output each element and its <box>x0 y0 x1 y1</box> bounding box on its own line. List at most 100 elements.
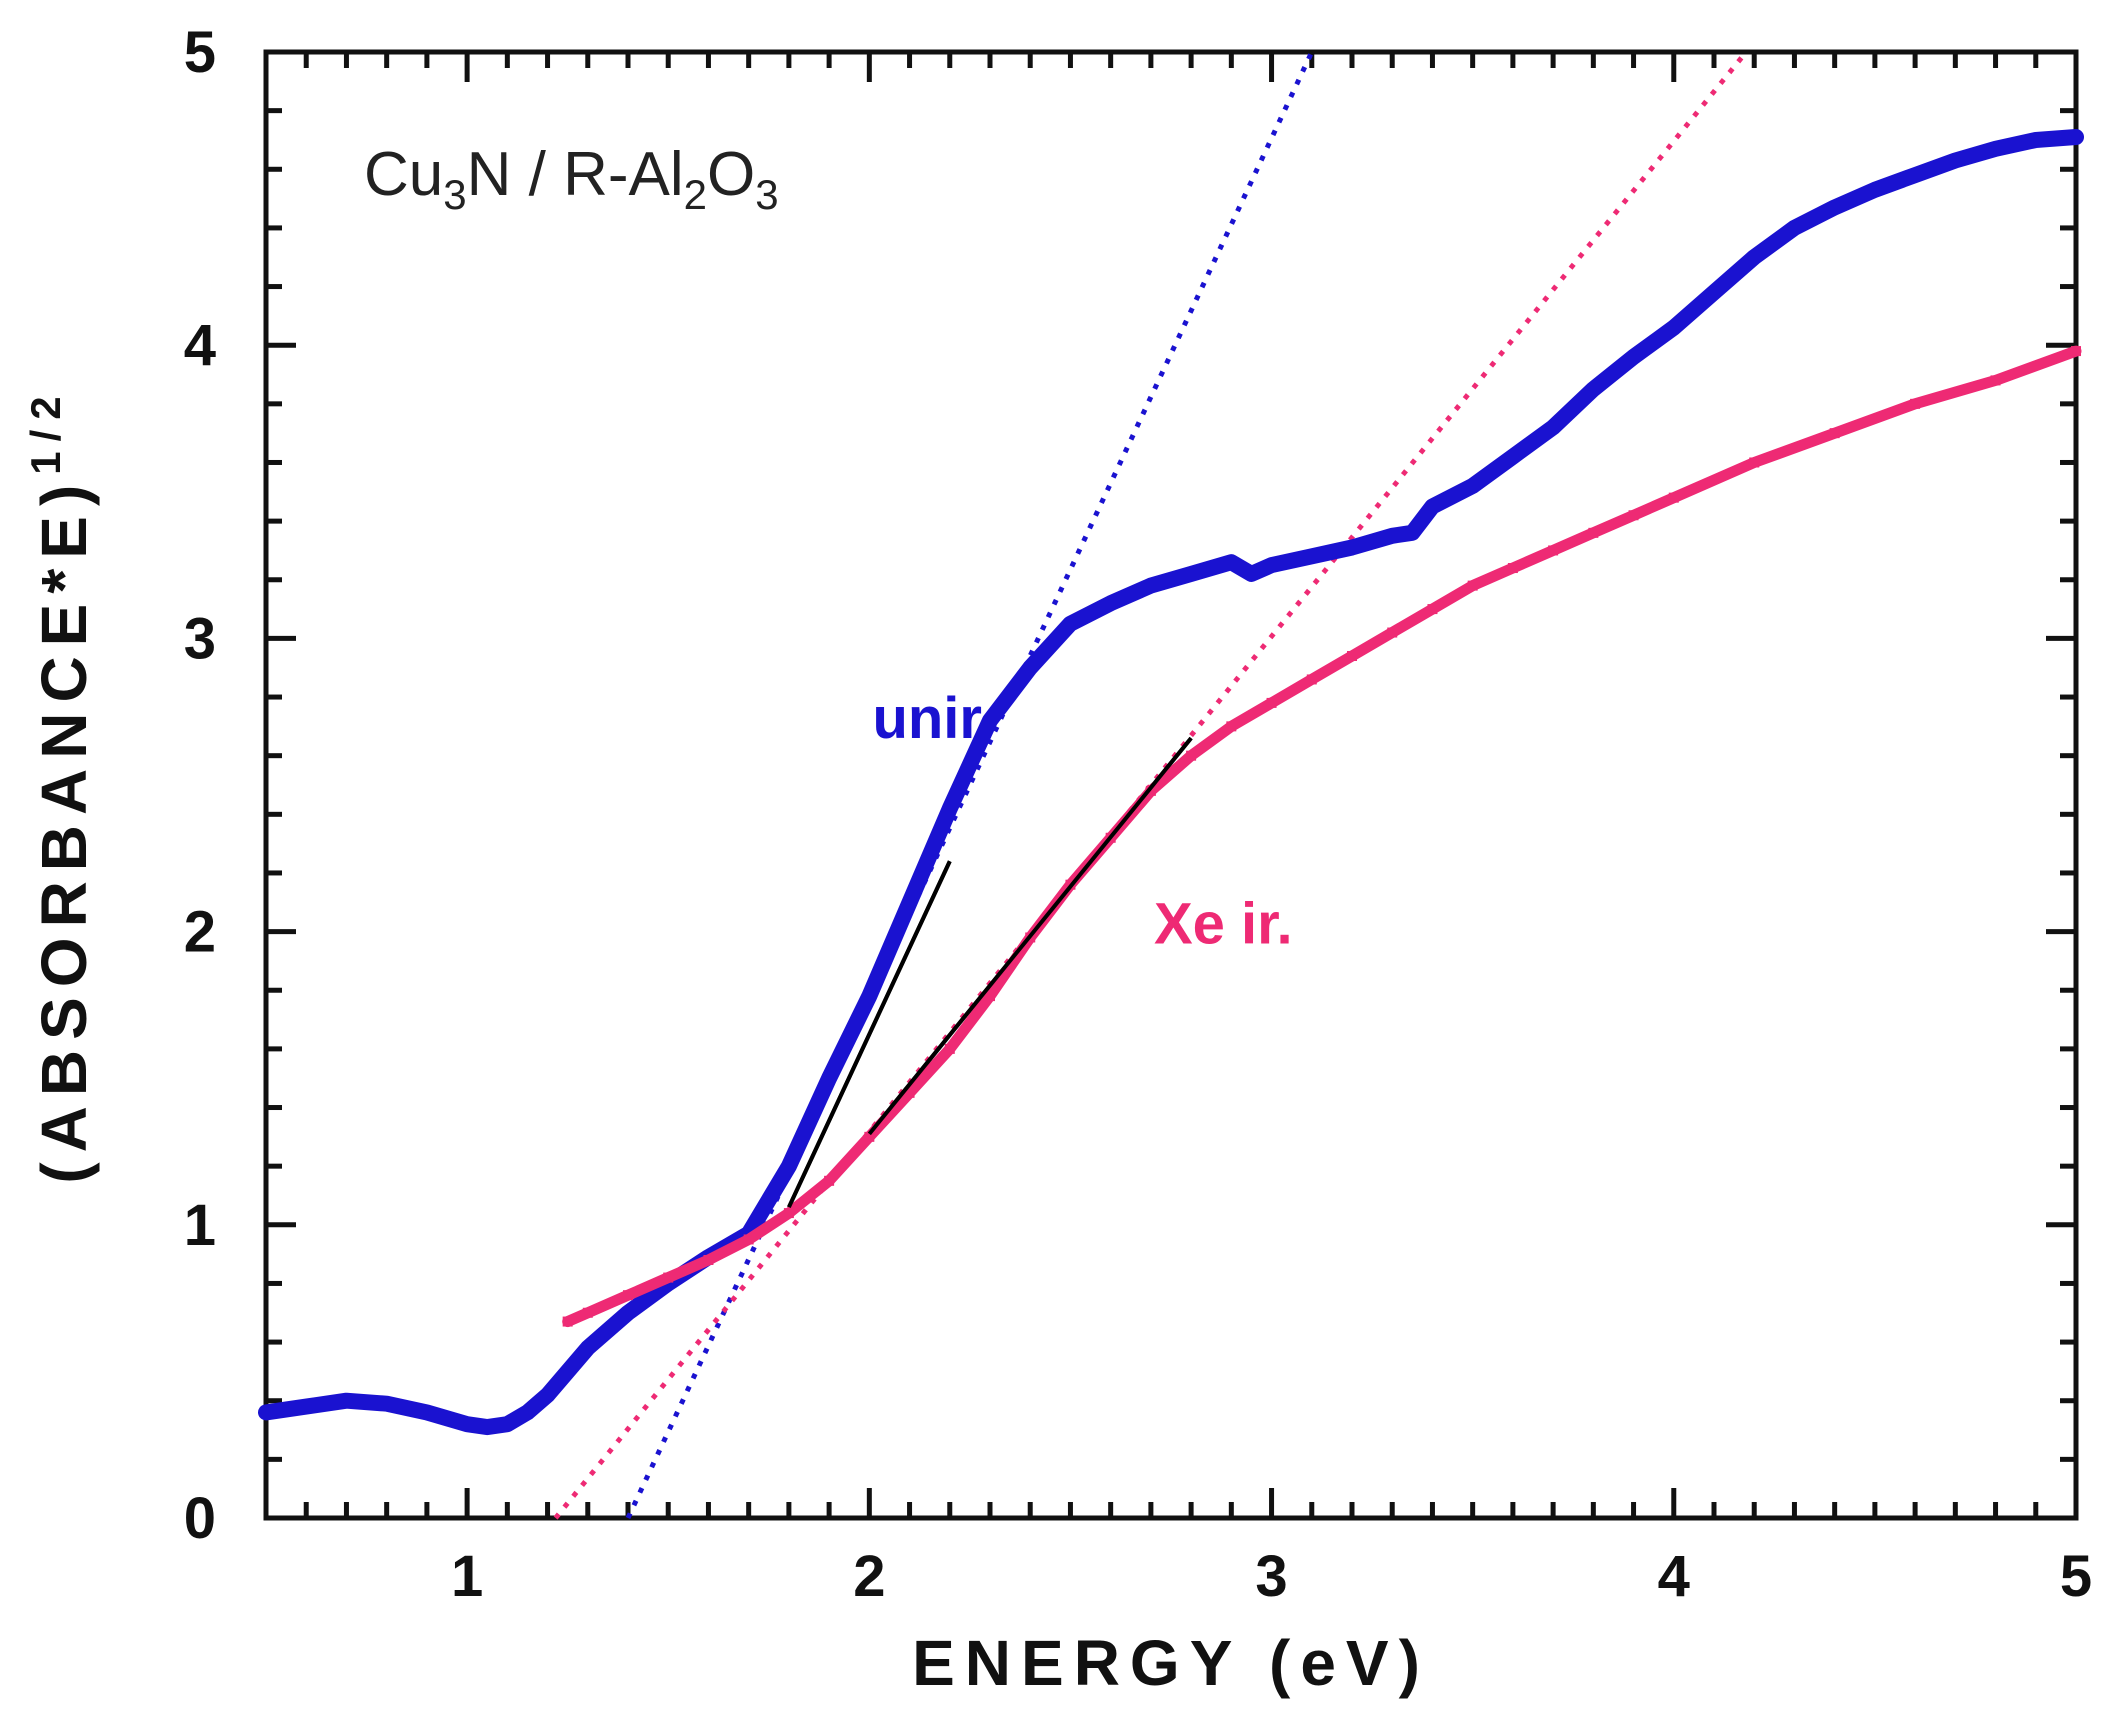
data-point-xe-ir <box>1628 510 1639 521</box>
data-point-xe-ir <box>944 1043 955 1054</box>
y-tick-label: 2 <box>184 900 216 965</box>
y-tick-label: 5 <box>184 20 216 85</box>
data-point-xe-ir <box>824 1175 835 1186</box>
title-sub-2: 2 <box>684 171 707 218</box>
data-point-xe-ir <box>623 1290 633 1301</box>
title-sub-3: 3 <box>443 171 466 218</box>
data-point-unir <box>1306 551 1317 562</box>
chart-title: Cu3N / R-Al2O3 <box>364 140 779 218</box>
data-series <box>258 129 2084 1436</box>
data-point-xe-ir <box>562 1316 573 1327</box>
fit-region-overlay <box>867 736 1193 1136</box>
data-point-xe-ir <box>1306 674 1317 685</box>
data-point-xe-ir <box>783 1208 794 1219</box>
data-point-xe-ir <box>1990 375 2001 386</box>
data-point-xe-ir <box>2071 346 2081 357</box>
data-point-unir <box>1065 618 1076 629</box>
data-point-xe-ir <box>1427 604 1438 615</box>
plot-frame <box>263 49 2079 1521</box>
title-part-cu: Cu <box>364 140 443 209</box>
data-point-unir <box>1829 202 1840 213</box>
data-point-xe-ir <box>1588 527 1599 538</box>
data-point-unir <box>1588 384 1599 395</box>
data-point-unir <box>623 1307 633 1318</box>
series-unir-line <box>258 129 2084 1436</box>
y-axis-title-main: (ABSORBANCE*E) <box>28 475 100 1184</box>
data-point-xe-ir <box>1749 457 1760 468</box>
data-point-xe-ir <box>582 1307 593 1318</box>
data-point-unir <box>1789 222 1800 233</box>
data-point-unir <box>522 1407 533 1418</box>
data-point-unir <box>1186 568 1197 579</box>
data-point-unir <box>1910 170 1921 181</box>
title-part-o: O <box>707 140 755 209</box>
tick-labels: 1 2 3 4 5 0 1 2 3 4 5 <box>184 20 2092 1609</box>
y-tick-label: 0 <box>184 1486 216 1551</box>
data-point-unir <box>1467 480 1478 491</box>
title-part-n-al: N / R-Al <box>467 140 684 209</box>
data-point-unir <box>1507 451 1518 462</box>
x-tick-label: 4 <box>1658 1544 1690 1609</box>
data-point-unir <box>261 1407 271 1418</box>
fit-line <box>625 50 1315 1520</box>
title-sub-3b: 3 <box>755 171 778 218</box>
data-point-unir <box>1266 560 1277 571</box>
data-point-unir <box>502 1419 513 1430</box>
data-point-unir <box>582 1342 593 1353</box>
data-point-xe-ir <box>1548 545 1559 556</box>
data-point-xe-ir <box>743 1234 754 1245</box>
data-point-unir <box>542 1389 553 1400</box>
data-point-unir <box>2030 134 2041 145</box>
y-tick-label: 4 <box>184 313 216 378</box>
data-point-unir <box>1990 143 2001 154</box>
data-point-xe-ir <box>1467 580 1478 591</box>
fit-region-overlay <box>787 860 952 1209</box>
data-point-xe-ir <box>1186 750 1197 761</box>
data-point-unir <box>1407 527 1418 538</box>
data-point-unir <box>1869 184 1880 195</box>
data-point-unir <box>341 1395 352 1406</box>
y-tick-label: 3 <box>184 606 216 671</box>
data-point-unir <box>864 991 875 1002</box>
data-point-unir <box>1749 252 1760 263</box>
data-point-unir <box>421 1407 432 1418</box>
data-point-unir <box>904 897 915 908</box>
data-point-unir <box>482 1422 493 1433</box>
data-point-xe-ir <box>864 1131 875 1142</box>
axis-ticks <box>266 49 2079 1521</box>
y-tick-label: 1 <box>184 1193 216 1258</box>
data-point-xe-ir <box>904 1087 915 1098</box>
data-point-unir <box>1548 422 1559 433</box>
series-xe-ir-line <box>562 345 2082 1328</box>
data-point-xe-ir <box>663 1272 674 1283</box>
data-point-unir <box>1105 598 1116 609</box>
data-point-unir <box>1628 351 1639 362</box>
data-point-unir <box>1347 542 1357 553</box>
data-point-unir <box>1668 322 1679 333</box>
x-tick-label: 3 <box>1255 1544 1287 1609</box>
data-point-xe-ir <box>1829 428 1840 439</box>
x-tick-label: 2 <box>853 1544 885 1609</box>
annotation-xe-ir: Xe ir. <box>1154 891 1293 956</box>
data-point-unir <box>944 803 955 814</box>
data-point-unir <box>1226 557 1237 568</box>
data-point-xe-ir <box>1910 398 1921 409</box>
data-point-unir <box>1387 530 1398 541</box>
data-point-unir <box>985 715 995 726</box>
x-tick-label: 5 <box>2060 1544 2092 1609</box>
data-point-unir <box>1709 287 1719 298</box>
x-tick-label: 1 <box>451 1544 483 1609</box>
data-point-unir <box>381 1398 392 1409</box>
data-point-unir <box>824 1073 835 1084</box>
x-axis-title: ENERGY (eV) <box>912 1627 1430 1699</box>
data-point-xe-ir <box>1347 650 1357 661</box>
data-point-unir <box>301 1401 312 1412</box>
data-point-xe-ir <box>985 991 995 1002</box>
data-point-unir <box>462 1419 473 1430</box>
data-point-xe-ir <box>1387 627 1398 638</box>
data-point-xe-ir <box>1507 563 1518 574</box>
data-point-unir <box>1950 155 1961 166</box>
y-axis-title: (ABSORBANCE*E)1/2 <box>22 386 100 1183</box>
data-point-unir <box>1025 662 1036 673</box>
